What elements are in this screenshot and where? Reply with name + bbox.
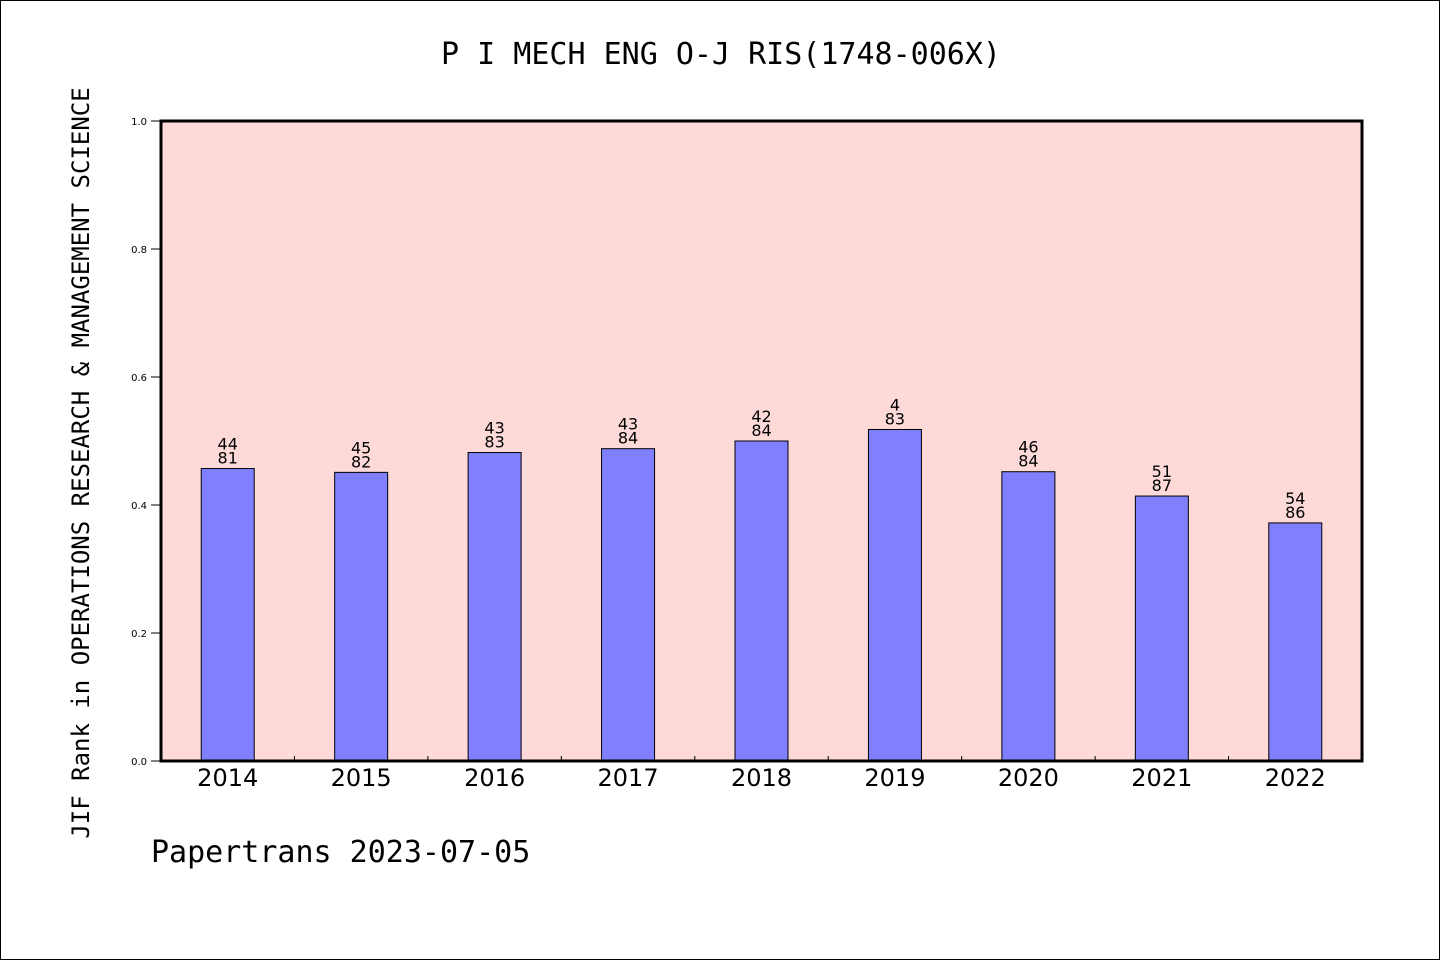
x-tick-label-2021: 2021 [1131, 764, 1192, 792]
x-tick-label-2018: 2018 [731, 764, 792, 792]
y-tick-label-0.4: 0.4 [131, 501, 147, 512]
bar-2020 [1001, 471, 1056, 762]
plot-border [159, 119, 1364, 763]
x-tick-label-2017: 2017 [598, 764, 659, 792]
data-label-top-2022: 54 [1285, 489, 1305, 508]
x-tick-label-2014: 2014 [197, 764, 258, 792]
x-tick-label-2020: 2020 [998, 764, 1059, 792]
data-label-bottom-2020: 84 [1018, 452, 1038, 471]
data-label-bottom-2019: 83 [885, 409, 905, 428]
bars-group [200, 428, 1323, 762]
data-label-top-2015: 45 [351, 438, 371, 457]
bar-2015 [334, 471, 389, 762]
y-tick-label-1.0: 1.0 [131, 117, 147, 128]
y-tick-label-0.8: 0.8 [131, 245, 147, 256]
y-tick-label-0.2: 0.2 [131, 629, 147, 640]
data-label-bottom-2022: 86 [1285, 503, 1305, 522]
x-tick-label-2015: 2015 [331, 764, 392, 792]
data-label-bottom-2015: 82 [351, 452, 371, 471]
x-tick-label-2022: 2022 [1265, 764, 1326, 792]
y-tick-label-0.6: 0.6 [131, 373, 147, 384]
data-label-top-2020: 46 [1018, 438, 1038, 457]
data-label-top-2014: 44 [218, 435, 238, 454]
data-label-top-2018: 42 [751, 407, 771, 426]
bar-2016 [467, 452, 522, 762]
data-label-bottom-2016: 83 [484, 433, 504, 452]
data-label-bottom-2014: 81 [218, 449, 238, 468]
x-axis: 2014 2015 2016 2017 2018 2019 2020 2021 2022 [197, 756, 1326, 792]
bar-2022 [1268, 522, 1323, 762]
y-tick-label-0.0: 0.0 [131, 757, 147, 768]
data-label-top-2021: 51 [1152, 462, 1172, 481]
y-axis: 0.0 0.2 0.4 0.6 0.8 1.0 [131, 117, 161, 768]
data-label-bottom-2021: 87 [1152, 476, 1172, 495]
footer-watermark: Papertrans 2023-07-05 [151, 835, 531, 870]
data-label-bottom-2017: 84 [618, 429, 638, 448]
chart-title: P I MECH ENG O-J RIS(1748-006X) [441, 37, 1001, 72]
bar-2014 [200, 468, 255, 762]
data-label-top-2016: 43 [484, 419, 504, 438]
data-label-top-2017: 43 [618, 415, 638, 434]
data-label-top-2019: 4 [890, 395, 900, 414]
bar-2018 [734, 440, 789, 762]
bar-2019 [867, 428, 922, 762]
data-label-bottom-2018: 84 [751, 421, 771, 440]
bar-2017 [601, 448, 656, 762]
bar-2021 [1134, 495, 1189, 762]
x-tick-label-2019: 2019 [864, 764, 925, 792]
x-tick-label-2016: 2016 [464, 764, 525, 792]
